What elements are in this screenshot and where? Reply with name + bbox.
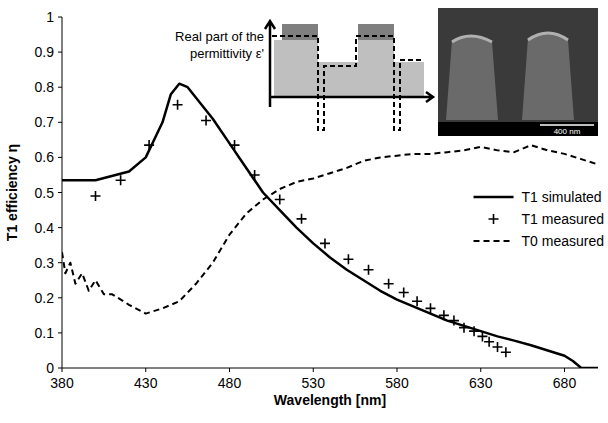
x-tick bbox=[62, 368, 63, 372]
plus-marker bbox=[477, 331, 487, 341]
ridge-dark bbox=[358, 24, 394, 97]
y-tick bbox=[58, 122, 62, 123]
chart: Real part of the permittivity ε' 400 nm 0 0.… bbox=[0, 0, 608, 423]
scale-bar bbox=[540, 124, 594, 126]
ridge-dark bbox=[282, 24, 318, 97]
plus-marker bbox=[91, 191, 101, 201]
x-tick bbox=[564, 368, 565, 372]
data bbox=[62, 84, 598, 368]
fill-light bbox=[358, 40, 394, 97]
y-tick bbox=[58, 52, 62, 53]
plus-marker bbox=[343, 254, 353, 264]
x-tick bbox=[229, 368, 230, 372]
x-tick-label: 480 bbox=[218, 375, 242, 391]
plus-marker bbox=[399, 288, 409, 298]
y-tick bbox=[58, 17, 62, 18]
y-tick bbox=[58, 157, 62, 158]
y-tick-label: 0.8 bbox=[35, 79, 55, 95]
series-line bbox=[62, 145, 598, 313]
legend-label: T1 simulated bbox=[522, 189, 602, 205]
scale-label: 400 nm bbox=[554, 127, 581, 136]
sem-bar bbox=[438, 122, 598, 136]
inset-axis bbox=[270, 92, 433, 102]
x-tick-label: 630 bbox=[469, 375, 493, 391]
plus-marker bbox=[426, 303, 436, 313]
plus-marker bbox=[320, 238, 330, 248]
x-tick-label: 530 bbox=[302, 375, 326, 391]
sem-ridge bbox=[446, 35, 498, 120]
x-tick bbox=[397, 368, 398, 372]
x-tick bbox=[480, 368, 481, 372]
plus-marker bbox=[449, 316, 459, 326]
y-tick-label: 0.9 bbox=[35, 44, 55, 60]
y-axis-title: T1 efficiency η bbox=[4, 144, 20, 241]
y-tick bbox=[58, 332, 62, 333]
y-tick bbox=[58, 87, 62, 88]
inset-label: permittivity ε' bbox=[190, 46, 264, 61]
sem-image bbox=[438, 8, 598, 136]
x-tick-label: 580 bbox=[385, 375, 409, 391]
plus-marker bbox=[116, 175, 126, 185]
y-tick-label: 0.2 bbox=[35, 290, 55, 306]
axes: 0 0.1 0.2 0.3 0.4 0.5 0.6 0.7 0.8 0.9 1 380 430 480 53… bbox=[4, 9, 598, 408]
y-tick bbox=[58, 368, 62, 369]
plus-marker bbox=[412, 296, 422, 306]
y-tick-label: 0 bbox=[46, 360, 54, 376]
x-tick-label: 680 bbox=[553, 375, 577, 391]
sem-edge bbox=[452, 33, 568, 42]
plus-marker bbox=[250, 170, 260, 180]
y-tick-label: 1 bbox=[46, 9, 54, 25]
x-tick bbox=[313, 368, 314, 372]
legend-label: T1 measured bbox=[522, 211, 604, 227]
plus-marker bbox=[201, 116, 211, 126]
legend-line bbox=[474, 240, 514, 242]
plus-marker bbox=[469, 326, 479, 336]
plus-marker bbox=[275, 195, 285, 205]
series-line bbox=[62, 84, 598, 368]
permittivity-inset: Real part of the permittivity ε' bbox=[175, 21, 433, 130]
y-tick bbox=[58, 227, 62, 228]
plus-marker bbox=[459, 323, 469, 333]
fill-light bbox=[282, 40, 318, 97]
y-tick bbox=[58, 297, 62, 298]
plus-marker bbox=[230, 140, 240, 150]
plus-marker bbox=[501, 347, 511, 357]
legend-line bbox=[474, 196, 514, 199]
legend-label: T0 measured bbox=[522, 233, 604, 249]
plus-marker bbox=[297, 214, 307, 224]
sem-inset: 400 nm bbox=[438, 8, 598, 136]
plus-marker bbox=[439, 310, 449, 320]
x-tick-label: 380 bbox=[50, 375, 74, 391]
y-tick-label: 0.7 bbox=[35, 114, 55, 130]
x-axis bbox=[62, 368, 598, 369]
legend-marker bbox=[489, 214, 499, 224]
y-tick bbox=[58, 262, 62, 263]
sem-ridge bbox=[522, 32, 574, 120]
plus-marker bbox=[384, 279, 394, 289]
x-tick bbox=[145, 368, 146, 372]
y-tick-label: 0.6 bbox=[35, 149, 55, 165]
y-tick-label: 0.4 bbox=[35, 220, 55, 236]
plus-marker bbox=[173, 100, 183, 110]
x-tick-label: 430 bbox=[134, 375, 158, 391]
y-tick-label: 0.1 bbox=[35, 325, 55, 341]
y-tick-label: 0.3 bbox=[35, 255, 55, 271]
inset-label: Real part of the bbox=[175, 29, 264, 44]
inset-axis bbox=[265, 21, 275, 107]
fill-light bbox=[394, 62, 424, 97]
y-tick bbox=[58, 192, 62, 193]
fill-light bbox=[274, 40, 282, 97]
permittivity-profile bbox=[272, 36, 424, 130]
legend: T1 simulated T1 measured T0 measured bbox=[474, 189, 604, 249]
x-axis-title: Wavelength [nm] bbox=[274, 392, 386, 408]
y-tick-label: 0.5 bbox=[35, 185, 55, 201]
plus-marker bbox=[484, 337, 494, 347]
plus-marker bbox=[364, 265, 374, 275]
plus-marker bbox=[493, 342, 503, 352]
plus-marker bbox=[144, 140, 154, 150]
